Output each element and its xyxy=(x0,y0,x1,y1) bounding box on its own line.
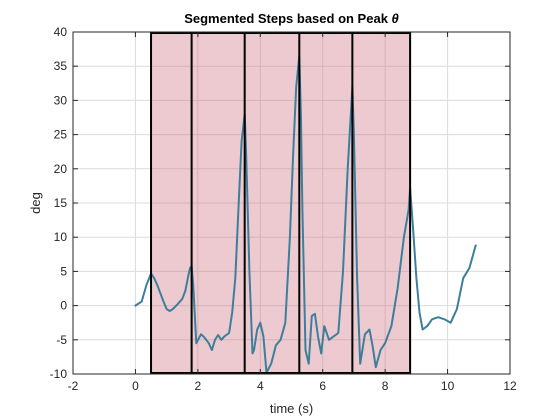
step-segment xyxy=(191,32,245,374)
segment-boundaries xyxy=(150,32,412,374)
x-tick-label: 12 xyxy=(503,379,517,393)
chart-title: Segmented Steps based on Peak θ xyxy=(184,11,399,26)
y-tick-label: 0 xyxy=(60,299,67,313)
y-tick-label: 35 xyxy=(54,59,68,73)
x-tick-label: -2 xyxy=(68,379,79,393)
y-tick-label: 25 xyxy=(54,128,68,142)
x-tick-label: 8 xyxy=(382,379,389,393)
axis-ticks: -2 0 2 4 6 8 10 12 -10 -5 0 5 10 15 20 25 30 35 40 xyxy=(50,25,517,393)
y-tick-label: 30 xyxy=(54,93,68,107)
step-segments xyxy=(151,32,411,374)
step-segment xyxy=(299,32,353,374)
y-tick-label: 10 xyxy=(54,230,68,244)
x-tick-label: 4 xyxy=(257,379,264,393)
step-segment xyxy=(244,32,300,374)
series-layer xyxy=(134,54,477,374)
x-tick-label: 6 xyxy=(319,379,326,393)
y-tick-label: 15 xyxy=(54,196,68,210)
x-tick-label: 0 xyxy=(132,379,139,393)
y-axis-label: deg xyxy=(28,192,43,214)
y-tick-label: -5 xyxy=(56,333,67,347)
x-tick-label: 2 xyxy=(195,379,202,393)
step-segment xyxy=(352,32,411,374)
y-tick-label: -10 xyxy=(50,367,68,381)
y-tick-label: 40 xyxy=(54,25,68,39)
angle-series-line xyxy=(134,54,477,374)
y-tick-label: 5 xyxy=(60,264,67,278)
x-axis-label: time (s) xyxy=(270,401,313,416)
y-tick-label: 20 xyxy=(54,162,68,176)
step-segment xyxy=(151,32,192,374)
x-tick-label: 10 xyxy=(441,379,455,393)
